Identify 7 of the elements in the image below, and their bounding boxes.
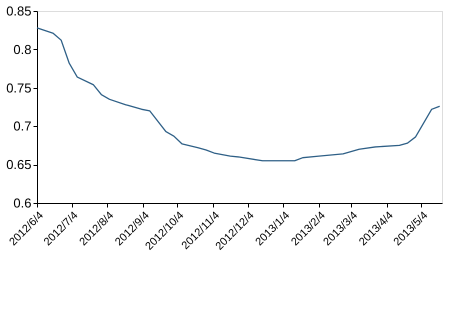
y-tick-label: 0.65	[6, 157, 32, 172]
y-tick-label: 0.7	[13, 118, 32, 134]
y-tick-label: 0.6	[13, 196, 32, 210]
y-tick-label: 0.8	[13, 42, 32, 57]
y-tick-label: 0.85	[6, 4, 32, 18]
line-series	[36, 27, 440, 162]
y-tick-label: 0.75	[6, 80, 32, 96]
